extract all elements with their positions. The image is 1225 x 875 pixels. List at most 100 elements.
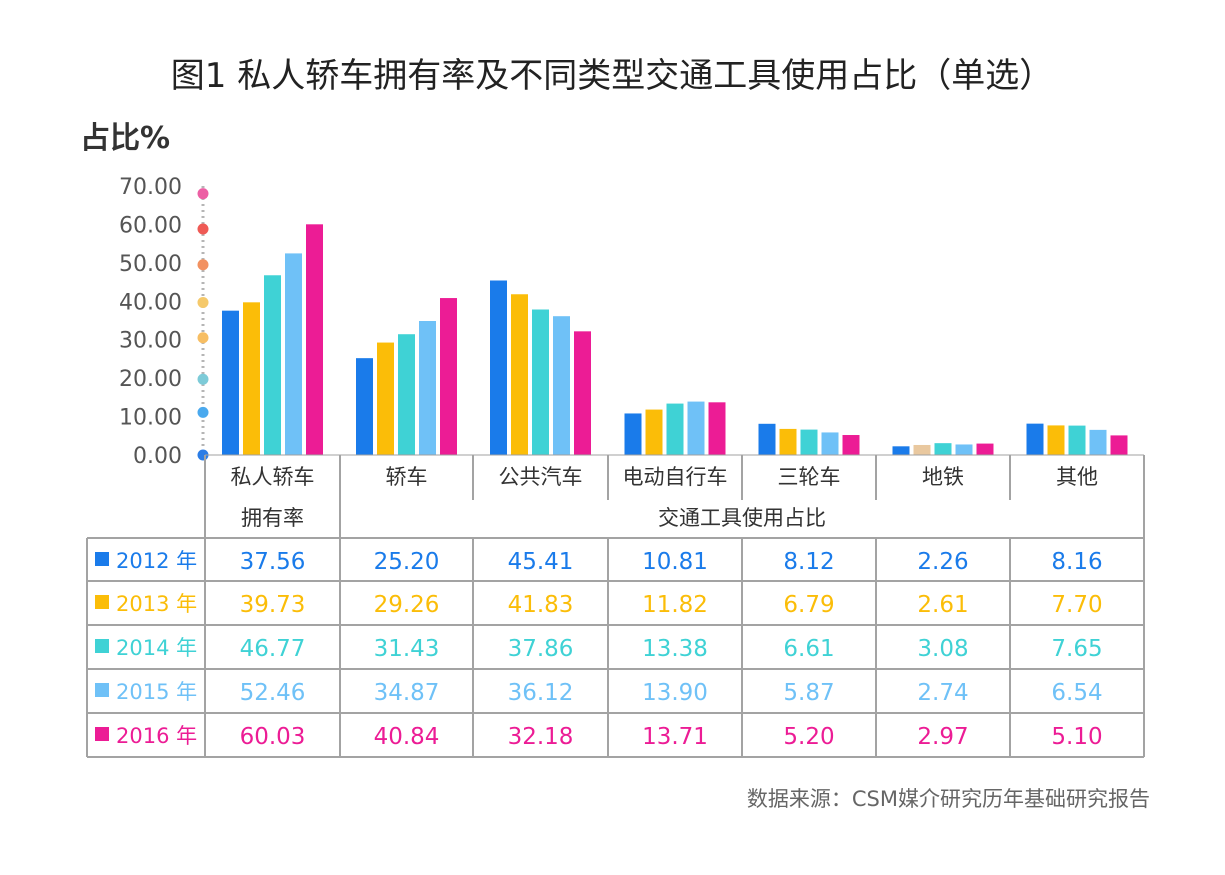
- bar: [1047, 425, 1065, 455]
- bar: [419, 320, 436, 455]
- y-tick-label: 60.00: [119, 213, 182, 238]
- table-cell-value: 39.73: [240, 592, 306, 618]
- table-cell-value: 34.87: [374, 680, 440, 706]
- table-cell-value: 29.26: [374, 592, 440, 618]
- bar: [758, 423, 776, 455]
- y-tick-label: 50.00: [119, 252, 182, 277]
- y-axis-unit-label: 占比%: [80, 121, 170, 156]
- table-cell-value: 6.61: [783, 636, 834, 662]
- y-axis-dot: [197, 332, 209, 344]
- table-cell-value: 46.77: [240, 636, 306, 662]
- table-cell-value: 6.79: [783, 592, 834, 618]
- table-cell-value: 7.70: [1051, 592, 1102, 618]
- legend-swatch: [95, 639, 109, 653]
- bar: [687, 401, 705, 455]
- table-cell-value: 52.46: [240, 680, 306, 706]
- bar: [306, 224, 323, 455]
- category-label: 私人轿车: [231, 465, 315, 489]
- y-axis: 0.00 10.00 20.00 30.00 40.00 50.00 60.00 70.00: [119, 175, 209, 469]
- bar: [511, 294, 528, 455]
- category-label: 公共汽车: [499, 465, 583, 489]
- bar: [976, 443, 994, 455]
- table-cell-value: 11.82: [642, 592, 708, 618]
- bar: [1110, 435, 1128, 455]
- legend-label: 2013 年: [116, 592, 197, 616]
- table-cell-value: 6.54: [1051, 680, 1102, 706]
- bar: [708, 402, 726, 455]
- chart-title: 图1 私人轿车拥有率及不同类型交通工具使用占比（单选）: [171, 56, 1053, 96]
- y-axis-dot: [197, 259, 209, 271]
- bar: [285, 253, 302, 455]
- table-cell-value: 37.56: [240, 549, 306, 575]
- table-cell-value: 25.20: [374, 549, 440, 575]
- table-cell-value: 2.97: [917, 724, 968, 750]
- bar: [553, 316, 570, 455]
- table-cell-value: 40.84: [374, 724, 440, 750]
- bar: [264, 275, 281, 455]
- bar: [800, 429, 818, 455]
- source-note: 数据来源：CSM媒介研究历年基础研究报告: [747, 787, 1150, 811]
- group-label: 拥有率: [241, 506, 304, 530]
- table-cell-value: 8.12: [783, 549, 834, 575]
- table-cell-value: 60.03: [240, 724, 306, 750]
- table-cell-value: 3.08: [917, 636, 968, 662]
- y-axis-dot: [197, 296, 209, 308]
- bar: [1089, 429, 1107, 455]
- bar: [222, 310, 239, 455]
- bar: [913, 444, 931, 455]
- bar-series: [205, 224, 1144, 456]
- bar: [490, 280, 507, 455]
- bar: [243, 302, 260, 455]
- table-cell-value: 13.38: [642, 636, 708, 662]
- bar: [398, 334, 415, 455]
- y-tick-label: 20.00: [119, 367, 182, 392]
- bar: [842, 435, 860, 455]
- y-tick-label: 40.00: [119, 290, 182, 315]
- table-cell-value: 45.41: [508, 549, 574, 575]
- legend-label: 2014 年: [116, 636, 197, 660]
- legend-swatch: [95, 552, 109, 566]
- y-axis-dot: [197, 188, 209, 200]
- table-cell-value: 8.16: [1051, 549, 1102, 575]
- table-cell-value: 7.65: [1051, 636, 1102, 662]
- table-cell-value: 5.10: [1051, 724, 1102, 750]
- legend-swatch: [95, 595, 109, 609]
- category-label: 其他: [1056, 465, 1098, 489]
- legend-swatch: [95, 683, 109, 697]
- y-axis-dot: [197, 373, 209, 385]
- table-cell-value: 37.86: [508, 636, 574, 662]
- table-cell-value: 5.87: [783, 680, 834, 706]
- y-tick-label: 0.00: [133, 444, 182, 469]
- legend-swatch: [95, 727, 109, 741]
- bar: [574, 331, 591, 455]
- category-label: 地铁: [922, 465, 964, 489]
- bar: [624, 413, 642, 455]
- group-label: 交通工具使用占比: [658, 506, 826, 530]
- table-cell-value: 41.83: [508, 592, 574, 618]
- bar: [1068, 425, 1086, 455]
- bar: [666, 403, 684, 455]
- bar: [779, 428, 797, 455]
- bar: [532, 309, 549, 455]
- bar: [934, 443, 952, 455]
- bar: [377, 342, 394, 455]
- y-tick-label: 10.00: [119, 406, 182, 431]
- y-tick-label: 70.00: [119, 175, 182, 200]
- y-axis-dot: [197, 406, 209, 418]
- bar: [821, 432, 839, 455]
- legend-label: 2016 年: [116, 724, 197, 748]
- category-label: 三轮车: [778, 465, 841, 489]
- table-cell-value: 13.90: [642, 680, 708, 706]
- bar: [440, 298, 457, 455]
- bar: [955, 444, 973, 455]
- table-cell-value: 13.71: [642, 724, 708, 750]
- bar: [356, 358, 373, 455]
- table-cell-value: 2.26: [917, 549, 968, 575]
- bar: [645, 409, 663, 455]
- table-cell-value: 2.74: [917, 680, 968, 706]
- table-cell-value: 36.12: [508, 680, 574, 706]
- bar: [892, 446, 910, 455]
- category-label: 轿车: [386, 465, 428, 489]
